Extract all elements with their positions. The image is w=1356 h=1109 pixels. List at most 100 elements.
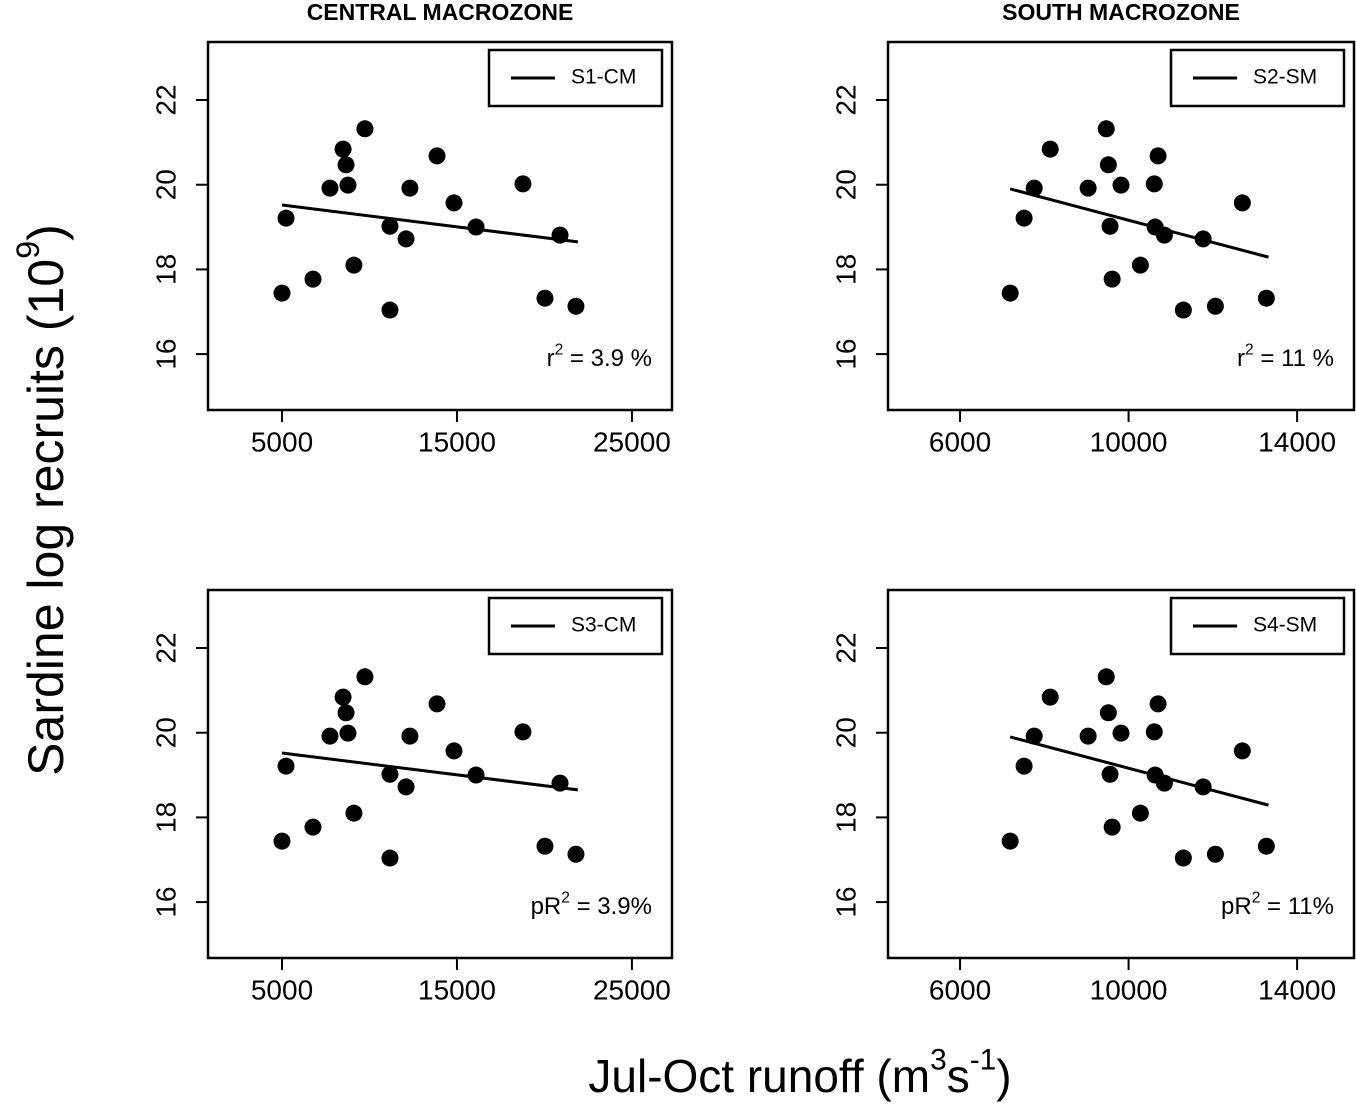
data-point xyxy=(277,757,295,775)
data-point xyxy=(339,176,357,194)
plot-frame xyxy=(886,40,1356,412)
text-segment: r xyxy=(1237,345,1245,372)
data-point xyxy=(277,209,295,227)
data-point xyxy=(1079,727,1097,745)
y-tick-label: 16 xyxy=(150,339,181,370)
data-point xyxy=(428,695,446,713)
fit-line xyxy=(281,203,579,244)
x-tick-label: 14000 xyxy=(1258,426,1336,457)
data-point xyxy=(334,140,352,158)
annotation: pR2 = 11% xyxy=(1221,890,1334,921)
x-tick-label: 14000 xyxy=(1258,974,1336,1005)
data-point xyxy=(467,766,485,784)
data-point xyxy=(304,818,322,836)
superscript: 3 xyxy=(930,1043,947,1076)
text-segment: = 3.9% xyxy=(570,893,652,920)
data-point xyxy=(1155,226,1173,244)
data-point xyxy=(1041,140,1059,158)
x-tick-label: 5000 xyxy=(251,974,313,1005)
y-tick-label: 18 xyxy=(150,802,181,833)
text-segment: Sardine log recruits (10 xyxy=(18,259,74,776)
legend-label: S4-SM xyxy=(1253,614,1317,637)
data-point xyxy=(356,668,374,686)
y-tick-label: 16 xyxy=(830,339,861,370)
data-point xyxy=(1112,176,1130,194)
data-point xyxy=(1097,120,1115,138)
y-tick-label: 18 xyxy=(830,254,861,285)
data-point xyxy=(1097,668,1115,686)
legend-label: S2-SM xyxy=(1253,66,1317,89)
data-point xyxy=(1079,179,1097,197)
text-segment: = 3.9 % xyxy=(563,345,652,372)
data-point xyxy=(1257,289,1275,307)
data-point xyxy=(345,804,363,822)
y-tick-label: 20 xyxy=(830,169,861,200)
data-point xyxy=(1099,156,1117,174)
y-tick-label: 22 xyxy=(150,84,181,115)
data-point xyxy=(397,778,415,796)
data-point xyxy=(1233,194,1251,212)
x-tick-label: 6000 xyxy=(929,974,991,1005)
data-point xyxy=(551,226,569,244)
y-tick-label: 16 xyxy=(150,887,181,918)
data-point xyxy=(567,845,585,863)
data-point xyxy=(1001,284,1019,302)
plot-frame xyxy=(886,588,1356,960)
data-point xyxy=(514,175,532,193)
data-point xyxy=(321,727,339,745)
superscript: 2 xyxy=(1245,342,1254,359)
y-tick-label: 22 xyxy=(830,632,861,663)
data-point xyxy=(428,147,446,165)
data-point xyxy=(1149,147,1167,165)
y-tick-label: 18 xyxy=(150,254,181,285)
fit-line xyxy=(281,751,579,792)
y-tick-label: 22 xyxy=(830,84,861,115)
plot-frame xyxy=(206,588,674,960)
data-point xyxy=(1206,845,1224,863)
column-title: SOUTH MACROZONE xyxy=(1002,0,1240,25)
data-point xyxy=(381,765,399,783)
x-tick-label: 6000 xyxy=(929,426,991,457)
data-point xyxy=(1131,256,1149,274)
data-point xyxy=(514,723,532,741)
superscript: -1 xyxy=(970,1043,997,1076)
data-point xyxy=(1257,837,1275,855)
y-tick-label: 20 xyxy=(150,169,181,200)
x-tick-label: 25000 xyxy=(593,426,671,457)
data-point xyxy=(1174,301,1192,319)
text-segment: r xyxy=(547,345,555,372)
superscript: 2 xyxy=(561,890,570,907)
text-segment: = 11% xyxy=(1260,893,1334,920)
annotation: pR2 = 3.9% xyxy=(531,890,652,921)
plot-frame xyxy=(206,40,674,412)
data-point xyxy=(381,301,399,319)
x-tick-label: 25000 xyxy=(593,974,671,1005)
y-tick-label: 20 xyxy=(150,717,181,748)
data-point xyxy=(334,688,352,706)
fit-line xyxy=(1009,735,1269,807)
y-tick-label: 22 xyxy=(150,632,181,663)
text-segment: pR xyxy=(531,893,562,920)
data-point xyxy=(1194,230,1212,248)
column-title: CENTRAL MACROZONE xyxy=(307,0,574,25)
data-point xyxy=(381,849,399,867)
text-segment: = 11 % xyxy=(1254,345,1334,372)
data-point xyxy=(381,217,399,235)
x-axis-label: Jul-Oct runoff (m3s-1) xyxy=(588,1043,1011,1102)
data-point xyxy=(1025,179,1043,197)
data-point xyxy=(401,179,419,197)
data-point xyxy=(1001,832,1019,850)
data-point xyxy=(397,230,415,248)
data-point xyxy=(1015,209,1033,227)
legend-label: S1-CM xyxy=(571,66,636,89)
data-point xyxy=(1206,297,1224,315)
y-tick-label: 20 xyxy=(830,717,861,748)
data-point xyxy=(401,727,419,745)
data-point xyxy=(1149,695,1167,713)
data-point xyxy=(1101,217,1119,235)
text-segment: Jul-Oct runoff (m xyxy=(588,1050,930,1102)
data-point xyxy=(337,704,355,722)
text-segment: ) xyxy=(996,1050,1011,1102)
superscript: 2 xyxy=(555,342,564,359)
